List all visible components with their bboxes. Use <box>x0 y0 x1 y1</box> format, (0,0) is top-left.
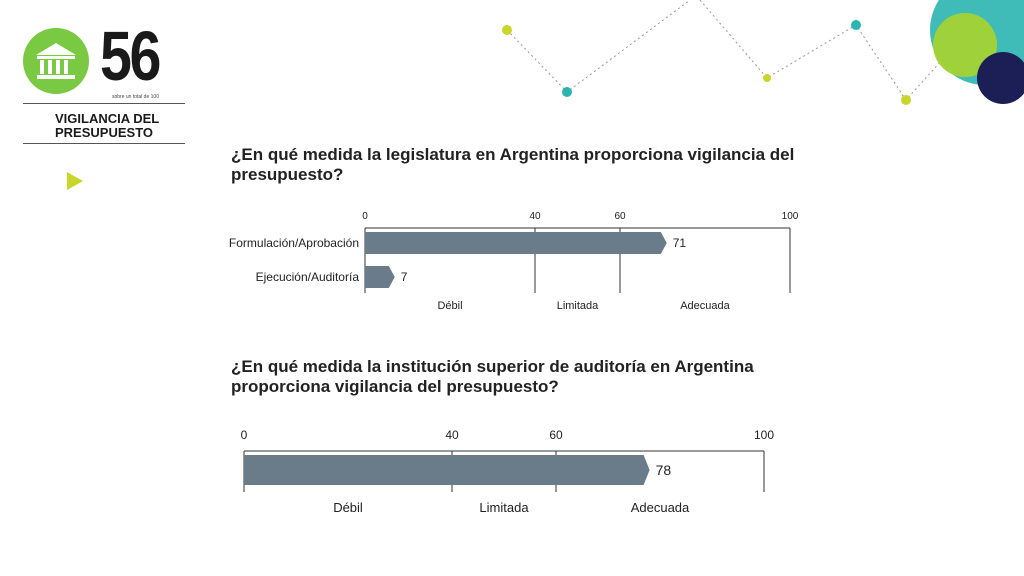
category-label: Ejecución/Auditoría <box>256 270 360 284</box>
tick-label: 40 <box>445 428 459 442</box>
tick-label: 0 <box>241 428 248 442</box>
tick-label: 60 <box>614 211 626 222</box>
bank-building-icon <box>36 43 76 79</box>
data-label: 71 <box>673 236 687 250</box>
band-label: Adecuada <box>631 500 690 515</box>
divider <box>23 103 185 104</box>
bar <box>244 455 650 485</box>
question-title-audit: ¿En qué medida la institución superior d… <box>231 357 754 396</box>
node-dot <box>502 25 512 35</box>
logo-badge <box>23 28 89 94</box>
question-title-legislature: ¿En qué medida la legislatura en Argenti… <box>231 145 795 184</box>
band-label: Limitada <box>557 300 599 312</box>
node-dot <box>763 74 771 82</box>
node-dot <box>901 95 911 105</box>
score-subtitle: sobre un total de 100 <box>112 94 159 100</box>
category-label: Formulación/Aprobación <box>229 236 359 250</box>
tick-label: 40 <box>529 211 541 222</box>
score-value: 56 <box>100 17 161 95</box>
node-dot <box>562 87 572 97</box>
data-label: 7 <box>401 270 408 284</box>
deco-circle <box>977 52 1024 104</box>
band-label: Débil <box>333 500 363 515</box>
header-decoration <box>502 0 1024 105</box>
divider <box>23 143 185 144</box>
section-title: VIGILANCIA DEL PRESUPUESTO <box>55 111 160 140</box>
deco-circle <box>933 13 997 77</box>
bar <box>365 232 667 254</box>
band-label: Adecuada <box>680 300 730 312</box>
play-triangle-icon[interactable] <box>67 172 83 190</box>
band-label: Débil <box>437 300 462 312</box>
tick-label: 60 <box>549 428 563 442</box>
node-dot <box>851 20 861 30</box>
tick-label: 0 <box>362 211 368 222</box>
tick-label: 100 <box>782 211 799 222</box>
data-label: 78 <box>656 462 672 478</box>
tick-label: 100 <box>754 428 774 442</box>
bar <box>365 266 395 288</box>
band-label: Limitada <box>479 500 529 515</box>
